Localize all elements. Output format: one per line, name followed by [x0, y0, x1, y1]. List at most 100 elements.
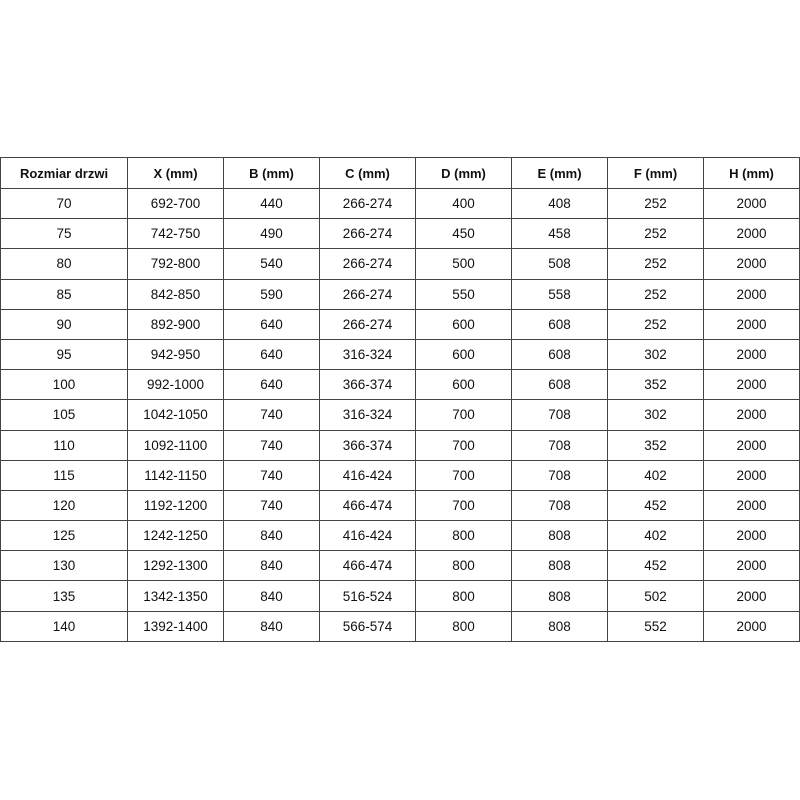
table-cell: 1042-1050 — [127, 399, 224, 431]
table-cell: 110 — [0, 429, 128, 461]
table-cell: 840 — [223, 550, 320, 582]
table-cell: 400 — [415, 187, 512, 220]
table-row: 140 1392-1400 840 566-574 800 808 552 2000 — [0, 610, 800, 642]
table-cell: 70 — [0, 187, 128, 220]
table-cell: 266-274 — [319, 278, 416, 310]
table-cell: 90 — [0, 308, 128, 340]
table-cell: 2000 — [703, 218, 800, 250]
table-cell: 366-374 — [319, 369, 416, 401]
table-cell: 692-700 — [127, 187, 224, 220]
table-cell: 80 — [0, 248, 128, 280]
table-cell: 402 — [607, 459, 704, 491]
table-cell: 740 — [223, 429, 320, 461]
table-cell: 1292-1300 — [127, 550, 224, 582]
door-size-table: Rozmiar drzwi X (mm) B (mm) C (mm) D (mm) E (… — [0, 157, 800, 642]
table-cell: 740 — [223, 399, 320, 431]
table-row: 125 1242-1250 840 416-424 800 808 402 2000 — [0, 520, 800, 552]
table-row: 70 692-700 440 266-274 400 408 252 2000 — [0, 187, 800, 220]
table-cell: 1392-1400 — [127, 610, 224, 642]
table-cell: 740 — [223, 489, 320, 522]
table-row: 130 1292-1300 840 466-474 800 808 452 2000 — [0, 550, 800, 582]
table-cell: 402 — [607, 520, 704, 552]
table-cell: 252 — [607, 308, 704, 340]
table-row: 135 1342-1350 840 516-524 800 808 502 2000 — [0, 580, 800, 612]
table-row: 75 742-750 490 266-274 450 458 252 2000 — [0, 218, 800, 250]
table-cell: 600 — [415, 369, 512, 401]
table-cell: 2000 — [703, 429, 800, 461]
table-cell: 508 — [511, 248, 608, 280]
table-cell: 352 — [607, 429, 704, 461]
table-row: 95 942-950 640 316-324 600 608 302 2000 — [0, 338, 800, 371]
table-cell: 458 — [511, 218, 608, 250]
table-cell: 2000 — [703, 369, 800, 401]
table-body: 70 692-700 440 266-274 400 408 252 2000 75 742-75… — [0, 187, 800, 642]
table-cell: 640 — [223, 338, 320, 371]
table-cell: 115 — [0, 459, 128, 491]
table-row: 120 1192-1200 740 466-474 700 708 452 2000 — [0, 489, 800, 522]
table-row: 110 1092-1100 740 366-374 700 708 352 2000 — [0, 429, 800, 461]
table-cell: 416-424 — [319, 459, 416, 491]
table-cell: 608 — [511, 338, 608, 371]
table-cell: 252 — [607, 187, 704, 220]
column-header: X (mm) — [127, 157, 224, 189]
table-cell: 140 — [0, 610, 128, 642]
column-header: Rozmiar drzwi — [0, 157, 128, 189]
table-cell: 500 — [415, 248, 512, 280]
table-cell: 75 — [0, 218, 128, 250]
table-cell: 516-524 — [319, 580, 416, 612]
table-cell: 120 — [0, 489, 128, 522]
table-cell: 450 — [415, 218, 512, 250]
table-cell: 130 — [0, 550, 128, 582]
table-cell: 2000 — [703, 610, 800, 642]
table-cell: 352 — [607, 369, 704, 401]
table-cell: 252 — [607, 218, 704, 250]
table-cell: 792-800 — [127, 248, 224, 280]
table-cell: 558 — [511, 278, 608, 310]
column-header: E (mm) — [511, 157, 608, 189]
table-cell: 708 — [511, 489, 608, 522]
table-cell: 1092-1100 — [127, 429, 224, 461]
table-cell: 590 — [223, 278, 320, 310]
table-cell: 700 — [415, 399, 512, 431]
table-cell: 550 — [415, 278, 512, 310]
table-row: 115 1142-1150 740 416-424 700 708 402 2000 — [0, 459, 800, 491]
table-cell: 800 — [415, 610, 512, 642]
table-row: 90 892-900 640 266-274 600 608 252 2000 — [0, 308, 800, 340]
table-cell: 2000 — [703, 187, 800, 220]
table-cell: 466-474 — [319, 550, 416, 582]
table-cell: 608 — [511, 308, 608, 340]
table-cell: 2000 — [703, 248, 800, 280]
table-cell: 490 — [223, 218, 320, 250]
table-cell: 708 — [511, 459, 608, 491]
table-cell: 440 — [223, 187, 320, 220]
table-cell: 2000 — [703, 338, 800, 371]
column-header: B (mm) — [223, 157, 320, 189]
table-cell: 942-950 — [127, 338, 224, 371]
table-cell: 408 — [511, 187, 608, 220]
table-cell: 840 — [223, 520, 320, 552]
table-cell: 2000 — [703, 489, 800, 522]
table-cell: 992-1000 — [127, 369, 224, 401]
table-cell: 135 — [0, 580, 128, 612]
table-cell: 808 — [511, 550, 608, 582]
table-cell: 452 — [607, 550, 704, 582]
table-cell: 266-274 — [319, 218, 416, 250]
table-cell: 640 — [223, 308, 320, 340]
table-cell: 808 — [511, 520, 608, 552]
table-cell: 2000 — [703, 550, 800, 582]
column-header: C (mm) — [319, 157, 416, 189]
table-cell: 700 — [415, 459, 512, 491]
table-cell: 600 — [415, 338, 512, 371]
table-cell: 708 — [511, 399, 608, 431]
table-cell: 800 — [415, 580, 512, 612]
table-cell: 2000 — [703, 278, 800, 310]
table-row: 85 842-850 590 266-274 550 558 252 2000 — [0, 278, 800, 310]
table-cell: 892-900 — [127, 308, 224, 340]
table-cell: 640 — [223, 369, 320, 401]
table-cell: 808 — [511, 580, 608, 612]
table-cell: 1242-1250 — [127, 520, 224, 552]
table-cell: 800 — [415, 520, 512, 552]
table-cell: 842-850 — [127, 278, 224, 310]
table-cell: 2000 — [703, 459, 800, 491]
column-header: D (mm) — [415, 157, 512, 189]
